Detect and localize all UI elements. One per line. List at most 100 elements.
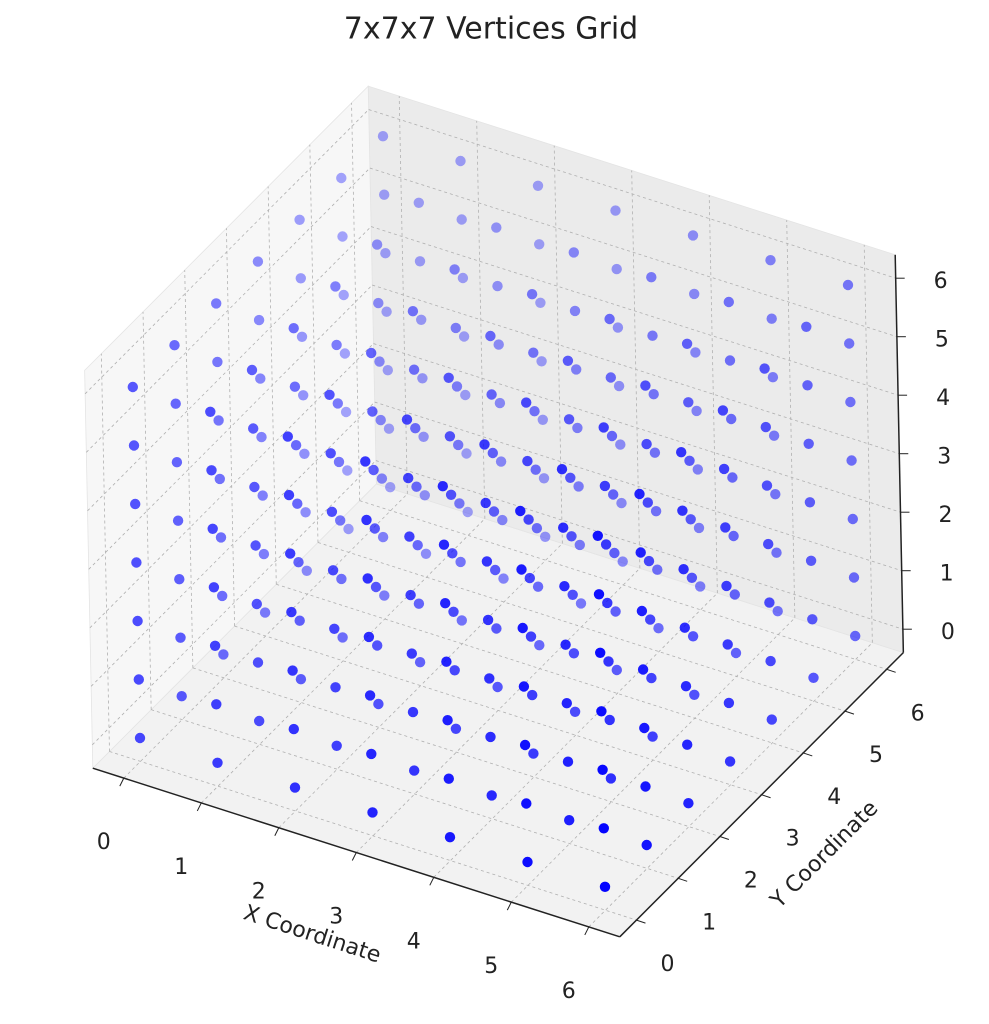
grid-line [317,542,846,712]
x-tick-mark [429,877,435,886]
point [403,472,414,484]
y-tick-mark [803,752,813,757]
point [845,396,856,408]
grid-line [90,401,375,687]
grid-line [375,460,904,630]
point [128,440,140,451]
point [604,313,615,325]
point [169,340,180,351]
point [770,489,781,500]
point [443,773,454,784]
point [255,373,266,384]
point [134,732,146,744]
y-tick-label: 4 [827,785,841,810]
grid-line [370,226,899,396]
y-axis-label: Y Coordinate [765,796,883,914]
point [246,364,258,376]
point [285,548,296,559]
grid-line [373,343,901,513]
point [250,540,261,551]
point [720,522,731,533]
point [566,531,577,542]
point [844,338,855,349]
x-axis-label: X Coordinate [240,901,383,969]
grid-line [88,284,373,570]
point [373,297,384,309]
point [406,648,417,659]
point [377,531,389,543]
point [366,748,377,760]
point [343,523,354,535]
point [805,555,817,566]
point [488,506,500,517]
point [252,657,264,668]
point [641,438,652,450]
point [405,589,416,601]
point [534,239,545,250]
point [132,615,143,627]
grid-line [553,145,563,544]
point [413,598,425,609]
point [211,699,222,710]
point [643,555,655,567]
point [336,172,347,184]
point [494,397,506,409]
point [362,573,373,584]
point [760,421,771,433]
grid-line [86,167,371,453]
point [282,431,293,442]
point [342,465,353,476]
point [605,773,617,784]
point [596,706,607,717]
point [212,757,223,768]
point [526,289,538,300]
point [497,514,508,526]
point [615,439,626,450]
point [330,682,341,693]
point [289,782,301,793]
chart-title: 7x7x7 Vertices Grid [344,12,638,47]
point [532,180,544,191]
point [848,572,860,583]
y-tick-mark [636,919,646,924]
point [450,322,461,334]
point [771,547,782,558]
point [687,631,699,642]
point [211,298,222,309]
point [524,572,535,584]
point [574,539,585,551]
point [296,331,308,342]
point [610,205,621,216]
point [456,615,467,626]
point [690,347,701,358]
point [562,355,574,366]
point [441,656,452,667]
point [604,714,615,726]
point [647,330,658,341]
y-tick-label: 0 [660,952,674,977]
x-tick-mark [196,802,202,812]
point [337,231,348,242]
grid-line [87,226,372,512]
point [491,222,502,233]
z-tick-label: 5 [935,328,949,353]
point [518,681,530,692]
point [256,431,267,443]
point [294,615,305,626]
point [560,639,571,650]
grid-line [863,244,873,643]
point [408,364,420,375]
z-tick-label: 2 [938,503,952,528]
point [300,507,311,518]
grid-line [276,583,804,754]
point [538,473,550,484]
point [767,372,779,383]
point [218,649,229,660]
point [517,622,528,634]
point [640,781,651,792]
grid-line [476,120,486,519]
point [636,605,648,617]
point [293,557,304,568]
point [454,498,465,509]
point [528,347,539,358]
